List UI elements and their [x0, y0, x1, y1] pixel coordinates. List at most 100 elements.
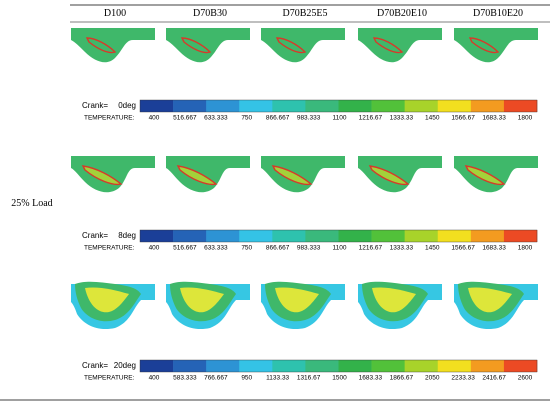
- colorbar-tick-label: 750: [241, 245, 252, 252]
- column-header: D70B20E10: [377, 8, 427, 19]
- colorbar-tick-label: 1100: [333, 245, 347, 252]
- colorbar-segment: [371, 100, 405, 112]
- colorbar-segment: [338, 100, 372, 112]
- contour-image: [260, 151, 346, 197]
- contour-image: [166, 278, 250, 330]
- column-header: D70B25E5: [283, 8, 328, 19]
- contour-image: [260, 23, 346, 67]
- colorbar-tick-label: 1216.67: [359, 245, 383, 252]
- colorbar-tick-label: 633.333: [204, 245, 228, 252]
- colorbar-segment: [206, 360, 240, 372]
- colorbar-segment: [470, 360, 505, 372]
- colorbar-tick-label: 400: [149, 115, 160, 122]
- legend-quantity: TEMPERATURE:: [84, 245, 135, 252]
- colorbar-segment: [305, 100, 339, 112]
- colorbar-tick-label: 1500: [332, 375, 347, 382]
- column-header: D100: [104, 8, 126, 19]
- colorbar-tick-label: 2050: [425, 375, 440, 382]
- colorbar-segment: [470, 230, 505, 242]
- colorbar-segment: [404, 100, 439, 112]
- row-label: 25% Load: [11, 198, 52, 209]
- colorbar-tick-label: 583.333: [173, 375, 197, 382]
- column-header: D70B10E20: [473, 8, 523, 19]
- colorbar-tick-label: 1450: [425, 245, 440, 252]
- contour-image: [70, 23, 156, 67]
- colorbar-segment: [338, 230, 372, 242]
- colorbar-segment: [437, 100, 472, 112]
- colorbar-tick-label: 1450: [425, 115, 440, 122]
- colorbar-tick-label: 516.667: [173, 245, 197, 252]
- colorbar-segment: [173, 360, 207, 372]
- contour-image: [165, 151, 251, 197]
- colorbar-segment: [206, 100, 240, 112]
- contour-image: [358, 278, 442, 330]
- crank-label: Crank=: [82, 361, 108, 370]
- colorbar-tick-label: 1333.33: [390, 115, 414, 122]
- colorbar-segment: [239, 230, 273, 242]
- contour-image: [70, 151, 156, 197]
- colorbar-tick-label: 1216.67: [359, 115, 383, 122]
- crank-angle: 8deg: [118, 231, 136, 240]
- colorbar-frame: [139, 229, 538, 243]
- colorbar-segment: [173, 100, 207, 112]
- crank-angle: 20deg: [114, 361, 136, 370]
- contour-image: [71, 278, 155, 330]
- contour-image: [453, 151, 539, 197]
- contour-image: [357, 151, 443, 197]
- colorbar-segment: [503, 230, 538, 242]
- colorbar-tick-label: 1333.33: [390, 245, 414, 252]
- colorbar-tick-label: 1683.33: [359, 375, 383, 382]
- colorbar-segment: [338, 360, 372, 372]
- colorbar-segment: [371, 230, 405, 242]
- colorbar-segment: [503, 100, 538, 112]
- crank-label: Crank=: [82, 231, 108, 240]
- colorbar-tick-label: 766.667: [204, 375, 228, 382]
- colorbar-segment: [272, 360, 306, 372]
- colorbar-segment: [239, 100, 273, 112]
- colorbar-segment: [272, 230, 306, 242]
- colorbar-segment: [272, 100, 306, 112]
- colorbar-frame: [139, 359, 538, 373]
- colorbar-segment: [404, 360, 439, 372]
- legend-quantity: TEMPERATURE:: [84, 375, 135, 382]
- colorbar-tick-label: 866.667: [266, 245, 290, 252]
- contour-image: [261, 278, 345, 330]
- contour-image: [454, 278, 538, 330]
- colorbar-segment: [140, 360, 174, 372]
- colorbar-tick-label: 633.333: [204, 115, 228, 122]
- colorbar-tick-label: 983.333: [297, 115, 321, 122]
- colorbar-tick-label: 1100: [333, 115, 347, 122]
- colorbar-tick-label: 1800: [518, 115, 533, 122]
- colorbar-segment: [437, 230, 472, 242]
- colorbar-segment: [140, 230, 174, 242]
- contour-image: [165, 23, 251, 67]
- colorbar-segment: [470, 100, 505, 112]
- colorbar-segment: [404, 230, 439, 242]
- colorbar-tick-label: 516.667: [173, 115, 197, 122]
- colorbar-tick-label: 1683.33: [482, 245, 506, 252]
- colorbar-tick-label: 1800: [518, 245, 533, 252]
- colorbar-segment: [239, 360, 273, 372]
- column-header: D70B30: [193, 8, 227, 19]
- colorbar-tick-label: 1866.67: [390, 375, 414, 382]
- crank-angle: 0deg: [118, 101, 136, 110]
- contour-image: [357, 23, 443, 67]
- colorbar-tick-label: 1683.33: [482, 115, 506, 122]
- colorbar-tick-label: 1316.67: [297, 375, 321, 382]
- colorbar-segment: [173, 230, 207, 242]
- colorbar-frame: [139, 99, 538, 113]
- colorbar-segment: [305, 360, 339, 372]
- colorbar-tick-label: 1566.67: [451, 115, 475, 122]
- colorbar-tick-label: 400: [149, 245, 160, 252]
- colorbar-tick-label: 400: [149, 375, 160, 382]
- colorbar-tick-label: 866.667: [266, 115, 290, 122]
- legend-quantity: TEMPERATURE:: [84, 115, 135, 122]
- contour-image: [453, 23, 539, 67]
- colorbar-segment: [503, 360, 538, 372]
- colorbar-segment: [371, 360, 405, 372]
- colorbar-segment: [140, 100, 174, 112]
- colorbar-tick-label: 2600: [518, 375, 533, 382]
- colorbar-tick-label: 2416.67: [482, 375, 506, 382]
- colorbar-tick-label: 1133.33: [266, 375, 289, 382]
